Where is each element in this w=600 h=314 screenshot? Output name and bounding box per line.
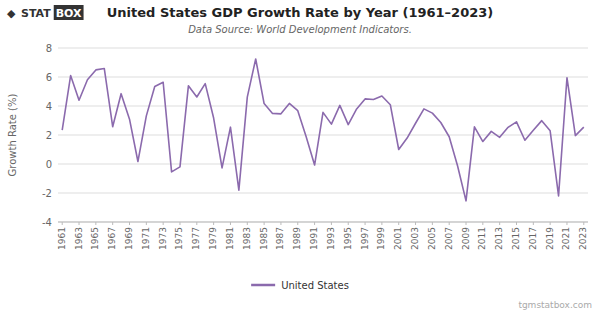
y-axis-label: Growth Rate (%) [7,94,18,177]
subtitle: Data Source: World Development Indicator… [188,24,412,35]
x-tick [516,222,517,225]
logo-box: BOX [56,7,82,20]
grid-line [58,48,588,49]
x-tick-label: 2013 [494,227,504,250]
x-tick [146,222,147,225]
x-tick [381,222,382,225]
legend-label: United States [281,280,349,291]
chart: United States GDP Growth Rate by Year (1… [0,0,600,314]
x-tick-label: 2009 [461,227,471,250]
y-tick-label: 4 [46,101,52,112]
logo-diamond: ◆ [7,7,16,20]
lines [62,59,584,201]
x-tick-label: 1985 [259,227,269,250]
x-tick [213,222,214,225]
x-tick [62,222,63,225]
x-tick [348,222,349,225]
x-tick-label: 1971 [141,227,151,250]
x-tick-label: 2017 [528,227,538,250]
legend: United States [251,280,349,291]
x-tick [331,222,332,225]
x-tick [163,222,164,225]
x-tick-label: 1987 [275,227,285,250]
y-tick-label: 6 [46,72,52,83]
x-tick-label: 1991 [309,227,319,250]
y-grid [58,48,588,222]
x-tick [499,222,500,225]
x-tick [415,222,416,225]
x-tick-label: 2015 [511,227,521,250]
x-tick-label: 2011 [477,227,487,250]
x-tick [449,222,450,225]
x-tick-label: 1975 [174,227,184,250]
x-tick [129,222,130,225]
x-tick-label: 1983 [242,227,252,250]
x-tick [196,222,197,225]
line [62,59,584,201]
x-tick-label: 1989 [292,227,302,250]
x-tick-label: 1967 [107,227,117,250]
grid-line [58,193,588,194]
y-tick-label: -2 [42,188,52,199]
x-ticks: 1961 1963 1965 1967 1969 1971 1973 1975 1977 1979… [57,222,589,250]
x-axis-line [58,222,588,223]
x-tick [566,222,567,225]
logo-box-bg [54,5,84,20]
x-tick [550,222,551,225]
x-tick [280,222,281,225]
x-tick [314,222,315,225]
footer: tgmstatbox.com [518,300,592,310]
x-tick [79,222,80,225]
x-tick-label: 1979 [208,227,218,250]
grid-line [58,106,588,107]
y-ticks: -4 -2 0 2 4 6 8 [42,43,52,228]
x-tick-label: 2005 [427,227,437,250]
x-tick-label: 2003 [410,227,420,250]
x-tick-label: 2001 [393,227,403,250]
x-tick-label: 2019 [545,227,555,250]
grid-line [58,135,588,136]
x-tick-label: 1961 [57,227,67,250]
x-tick-label: 1965 [90,227,100,250]
x-tick-label: 1997 [360,227,370,250]
grid-line [58,77,588,78]
x-tick [264,222,265,225]
x-tick-label: 1963 [74,227,84,250]
x-tick [112,222,113,225]
x-tick-label: 1977 [191,227,201,250]
x-tick-label: 1969 [124,227,134,250]
x-tick-label: 1973 [158,227,168,250]
grid-line [58,222,588,223]
x-tick [95,222,96,225]
x-tick [533,222,534,225]
x-tick [179,222,180,225]
x-tick-label: 1981 [225,227,235,250]
x-tick-label: 1999 [376,227,386,250]
x-tick-label: 1995 [343,227,353,250]
title: United States GDP Growth Rate by Year (1… [107,5,493,20]
x-tick-label: 2023 [578,227,588,250]
grid-line [58,164,588,165]
x-tick [466,222,467,225]
x-tick [583,222,584,225]
y-tick-label: -4 [42,217,52,228]
logo: ◆ STAT BOX [7,5,84,20]
y-tick-label: 8 [46,43,52,54]
x-tick [365,222,366,225]
x-tick-label: 2021 [561,227,571,250]
x-tick [230,222,231,225]
x-tick-label: 2007 [444,227,454,250]
legend-swatch [251,284,275,287]
y-tick-label: 2 [46,130,52,141]
logo-stat: STAT [21,7,51,20]
x-tick [432,222,433,225]
x-tick [247,222,248,225]
x-tick [398,222,399,225]
x-tick-label: 1993 [326,227,336,250]
x-tick [297,222,298,225]
y-tick-label: 0 [46,159,52,170]
x-tick [482,222,483,225]
